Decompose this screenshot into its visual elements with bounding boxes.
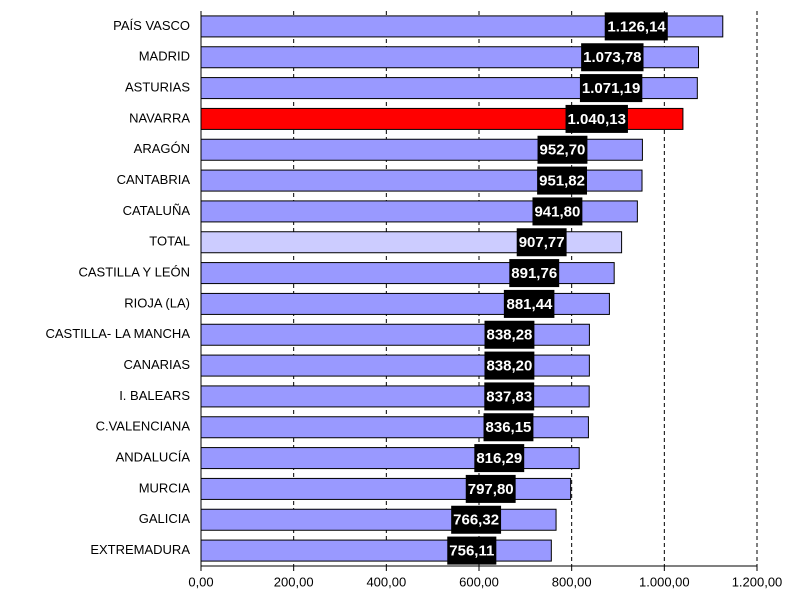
y-tick-label: MURCIA xyxy=(139,480,191,495)
x-tick-label: 200,00 xyxy=(274,574,314,589)
data-label: 951,82 xyxy=(537,166,588,195)
label-box xyxy=(565,104,628,133)
data-label: 1.126,14 xyxy=(604,12,668,41)
y-tick-label: ANDALUCÍA xyxy=(116,450,191,465)
value-label: 766,32 xyxy=(453,512,499,529)
y-tick-label: NAVARRA xyxy=(129,110,190,125)
data-label: 756,11 xyxy=(447,536,497,565)
bar xyxy=(200,15,724,38)
data-label: 838,28 xyxy=(484,320,535,349)
data-label: 837,83 xyxy=(484,382,535,411)
data-label: 952,70 xyxy=(537,135,588,164)
label-box xyxy=(516,228,567,257)
data-label: 941,80 xyxy=(532,197,583,226)
x-tick-label: 0,00 xyxy=(188,574,213,589)
label-box xyxy=(537,166,588,195)
data-label: 838,20 xyxy=(484,351,535,380)
value-label: 907,77 xyxy=(519,234,565,251)
label-box xyxy=(532,197,583,226)
value-label: 1.040,13 xyxy=(568,111,626,128)
y-tick-label: TOTAL xyxy=(149,234,190,249)
label-box xyxy=(447,536,497,565)
value-label: 816,29 xyxy=(476,450,522,467)
y-tick-label: CASTILLA Y LEÓN xyxy=(78,265,190,280)
label-box xyxy=(579,74,643,103)
value-label: 1.126,14 xyxy=(607,18,666,35)
data-label: 797,80 xyxy=(465,474,516,503)
x-tick-label: 800,00 xyxy=(552,574,592,589)
data-label: 1.071,19 xyxy=(579,74,643,103)
value-label: 951,82 xyxy=(539,173,585,190)
value-label: 1.073,78 xyxy=(583,49,641,66)
label-box xyxy=(451,505,502,534)
value-label: 838,20 xyxy=(486,358,532,375)
data-label: 891,76 xyxy=(509,259,560,288)
y-tick-label: RIOJA (LA) xyxy=(124,295,190,310)
label-box xyxy=(474,444,525,473)
bar xyxy=(200,539,552,562)
bar xyxy=(200,200,638,223)
data-label: 907,77 xyxy=(516,228,567,257)
x-tick-label: 600,00 xyxy=(459,574,499,589)
label-box xyxy=(509,259,560,288)
y-tick-label: GALICIA xyxy=(139,511,191,526)
data-label: 816,29 xyxy=(474,444,525,473)
x-tick-label: 400,00 xyxy=(366,574,406,589)
value-label: 891,76 xyxy=(511,265,557,282)
data-label: 1.040,13 xyxy=(565,104,628,133)
value-label: 881,44 xyxy=(507,296,554,313)
value-label: 836,15 xyxy=(486,419,532,436)
value-label: 756,11 xyxy=(449,543,494,560)
bar xyxy=(200,138,643,161)
y-tick-label: C.VALENCIANA xyxy=(96,419,191,434)
y-tick-label: PAÍS VASCO xyxy=(113,18,190,33)
label-box xyxy=(537,135,588,164)
value-label: 837,83 xyxy=(486,388,532,405)
bar xyxy=(200,508,557,531)
label-box xyxy=(465,474,516,503)
data-label: 766,32 xyxy=(451,505,502,534)
value-label: 838,28 xyxy=(487,327,533,344)
y-tick-label: CANTABRIA xyxy=(117,172,191,187)
y-tick-label: CASTILLA- LA MANCHA xyxy=(46,326,191,341)
value-label: 952,70 xyxy=(540,142,586,159)
y-tick-label: CATALUÑA xyxy=(123,203,191,218)
bar xyxy=(200,231,623,254)
x-tick-label: 1.000,00 xyxy=(639,574,690,589)
value-label: 797,80 xyxy=(468,481,514,498)
bar xyxy=(200,77,698,100)
data-label: 1.073,78 xyxy=(581,43,644,72)
label-box xyxy=(484,382,535,411)
y-tick-label: CANARIAS xyxy=(124,357,191,372)
y-tick-label: ARAGÓN xyxy=(134,141,190,156)
value-label: 1.071,19 xyxy=(582,80,640,97)
y-tick-label: ASTURIAS xyxy=(125,80,190,95)
bar xyxy=(200,107,684,130)
y-tick-label: MADRID xyxy=(139,49,190,64)
y-tick-label: EXTREMADURA xyxy=(90,542,190,557)
value-label: 941,80 xyxy=(534,203,580,220)
data-label: 881,44 xyxy=(503,289,555,318)
y-tick-label: I. BALEARS xyxy=(119,388,190,403)
label-box xyxy=(484,351,535,380)
bar xyxy=(200,46,700,69)
label-box xyxy=(581,43,644,72)
label-box xyxy=(484,320,535,349)
label-box xyxy=(483,413,534,442)
bar xyxy=(200,169,643,192)
label-box xyxy=(604,12,668,41)
data-label: 836,15 xyxy=(483,413,534,442)
label-box xyxy=(503,289,555,318)
x-tick-label: 1.200,00 xyxy=(732,574,783,589)
